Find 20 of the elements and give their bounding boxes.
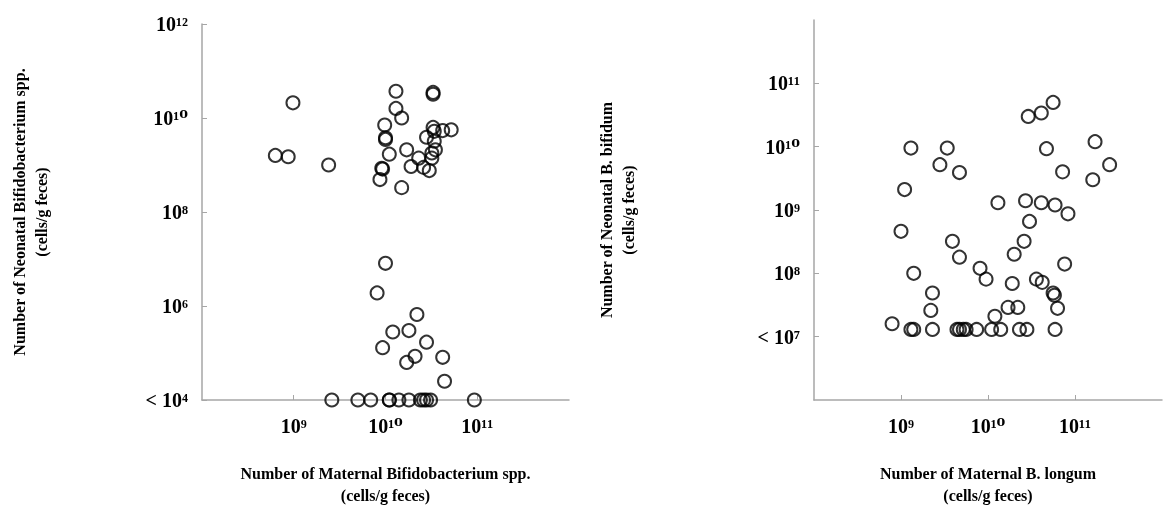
- x-tick-label: 10¹¹: [461, 415, 494, 437]
- y-tick-label: 10⁹: [774, 199, 800, 221]
- y-tick-label: < 10⁴: [145, 389, 188, 411]
- x-tick-label: 10¹⁰: [970, 415, 1006, 437]
- y-axis-title: Number of Neonatal B. bifidum (cells/g feces): [597, 101, 638, 319]
- y-tick-label: 10¹²: [156, 13, 188, 35]
- y-tick-label: 10⁶: [162, 295, 188, 317]
- y-tick-label: < 10⁷: [757, 325, 800, 348]
- y-tick-label: 10⁸: [162, 201, 188, 223]
- x-axis-title: Number of Maternal Bifidobacterium spp. (cells/g feces): [240, 464, 531, 505]
- x-tick-label: 10¹⁰: [368, 415, 404, 437]
- y-tick-label: 10¹¹: [768, 72, 800, 95]
- y-tick-label: 10¹⁰: [153, 107, 189, 129]
- y-axis-title: Number of Neonatal Bifidobacterium spp. (cells/g feces): [10, 68, 51, 356]
- x-tick-label: 10⁹: [888, 415, 914, 437]
- x-axis-title: Number of Maternal B. longum (cells/g feces): [879, 464, 1097, 505]
- y-tick-label: 10¹⁰: [765, 135, 801, 158]
- y-tick-label: 10⁸: [774, 262, 800, 285]
- x-tick-label: 10¹¹: [1059, 415, 1091, 437]
- x-tick-label: 10⁹: [280, 415, 307, 437]
